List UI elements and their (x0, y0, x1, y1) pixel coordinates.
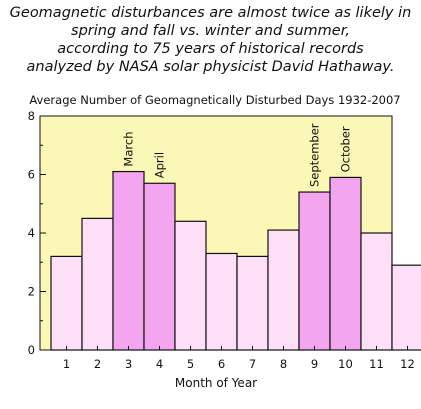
bar-11 (360, 232, 393, 351)
bar-12 (391, 264, 421, 351)
bars-group (50, 170, 421, 351)
bar-labels-group: March April September October (122, 123, 353, 187)
bar-10 (329, 176, 362, 351)
x-tick-label: 12 (400, 357, 415, 371)
bar-label-3: March (122, 132, 136, 167)
x-tick-label: 11 (369, 357, 384, 371)
y-tick-label: 8 (28, 109, 35, 123)
bar-label-4: April (153, 152, 167, 178)
bar-8 (267, 229, 300, 351)
bar-9 (298, 191, 331, 351)
bar-label-10: October (339, 126, 353, 172)
caption-line: analyzed by NASA solar physicist David H… (26, 59, 395, 75)
bar-label-9: September (308, 123, 322, 187)
bar-5 (174, 220, 207, 351)
caption-line: spring and fall vs. winter and summer, (71, 23, 350, 39)
y-tick-label: 0 (28, 343, 35, 357)
bar-7 (236, 255, 269, 351)
x-tick-label: 6 (218, 357, 225, 371)
caption-line: Geomagnetic disturbances are almost twic… (9, 5, 412, 21)
x-axis: 1 2 3 4 5 6 7 8 9 10 11 12 (63, 346, 415, 371)
bar-3 (112, 170, 145, 351)
x-tick-label: 1 (63, 357, 70, 371)
chart-caption: Geomagnetic disturbances are almost twic… (0, 4, 421, 76)
x-axis-label: Month of Year (175, 376, 257, 390)
y-tick-label: 6 (28, 168, 35, 182)
x-tick-label: 9 (311, 357, 318, 371)
y-tick-label: 2 (28, 285, 35, 299)
y-tick-label: 4 (28, 226, 35, 240)
x-tick-label: 3 (125, 357, 132, 371)
bar-6 (205, 252, 238, 351)
x-tick-label: 5 (187, 357, 194, 371)
bar-2 (81, 217, 114, 351)
x-tick-label: 2 (94, 357, 101, 371)
x-tick-label: 4 (156, 357, 163, 371)
y-axis: 0 2 4 6 8 (28, 109, 46, 357)
bar-1 (50, 255, 83, 351)
x-tick-label: 8 (280, 357, 287, 371)
bar-4 (143, 182, 176, 351)
x-tick-label: 10 (338, 357, 353, 371)
chart-title: Average Number of Geomagnetically Distur… (29, 93, 400, 107)
caption-line: according to 75 years of historical reco… (57, 41, 364, 57)
x-tick-label: 7 (249, 357, 256, 371)
